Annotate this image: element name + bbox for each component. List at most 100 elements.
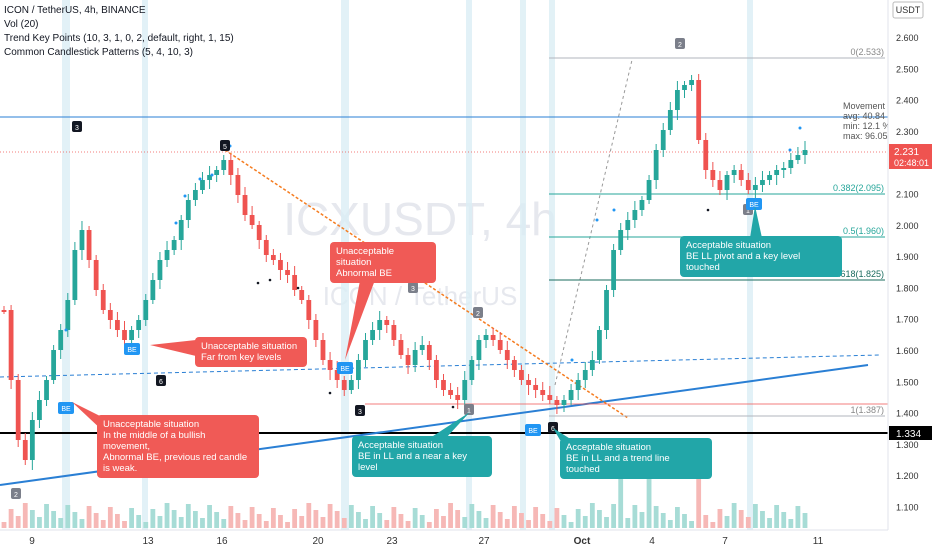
- candle-body: [192, 190, 198, 200]
- candle-body: [270, 255, 276, 260]
- be-marker: [124, 343, 140, 355]
- time-ticks: 9 13 16 20 23 27 Oct 4 7 11: [29, 536, 823, 547]
- volume-bar: [448, 503, 453, 528]
- volume-bar: [462, 517, 468, 528]
- volume-indicator[interactable]: Vol (20): [4, 19, 39, 30]
- candle-body: [356, 360, 361, 380]
- candle-body: [214, 170, 220, 175]
- price-tick-label: 1.300: [896, 440, 919, 450]
- symbol-title[interactable]: ICON / TetherUS, 4h, BINANCE: [4, 5, 146, 16]
- pivot-marker-label: 6: [159, 379, 163, 386]
- be-marker: [337, 362, 353, 374]
- fib-label-1: 1(1.387): [850, 405, 884, 415]
- fib-retracement[interactable]: 0(2.533) 0.382(2.095) 0.5(1.960) 0.618(1…: [549, 47, 885, 417]
- volume-bar: [419, 515, 425, 528]
- volume-bar: [200, 518, 205, 528]
- volume-bar: [660, 513, 666, 528]
- pivot-marker: [408, 282, 418, 293]
- level-price-tag: [889, 426, 932, 440]
- candle-body: [306, 300, 312, 320]
- candlestick-patterns-indicator[interactable]: Common Candlestick Patterns (5, 4, 10, 3…: [4, 47, 193, 58]
- volume-bar: [320, 517, 326, 528]
- candle-body: [554, 400, 560, 405]
- trend-key-points-indicator[interactable]: Trend Key Points (10, 3, 1, 0, 2, defaul…: [4, 33, 234, 44]
- candle-body: [660, 130, 666, 150]
- time-tick-label: 9: [29, 536, 35, 547]
- volume-bar: [703, 515, 709, 528]
- currency-button[interactable]: [892, 1, 924, 19]
- candle-body: [207, 175, 212, 180]
- candle-body: [164, 250, 170, 260]
- candle-body: [667, 110, 673, 130]
- candle-body: [433, 360, 439, 380]
- price-tick-label: 1.500: [896, 377, 919, 387]
- candle-body: [44, 380, 49, 400]
- volume-bar: [242, 520, 248, 528]
- candle-body: [313, 320, 319, 340]
- candlesticks[interactable]: [1, 74, 808, 470]
- candle-body: [263, 240, 269, 255]
- volume-bar: [377, 513, 383, 528]
- pivot-marker-label: 1: [746, 208, 750, 215]
- volume-bar: [86, 506, 92, 528]
- volume-bar: [575, 509, 581, 528]
- volume-bar: [129, 508, 134, 528]
- candle-body: [646, 180, 652, 200]
- volume-bar: [497, 512, 503, 528]
- volume-bar: [433, 509, 439, 528]
- volume-bar: [51, 511, 57, 528]
- candle-body: [79, 230, 85, 250]
- candle-body: [384, 320, 390, 325]
- candle-body: [15, 380, 21, 440]
- price-tick-label: 2.000: [896, 221, 919, 231]
- volume-bar: [285, 522, 290, 528]
- price-axis[interactable]: [888, 0, 932, 530]
- volume-bar: [313, 510, 319, 528]
- volume-bar: [327, 504, 333, 528]
- volume-bar: [689, 521, 694, 528]
- candle-body: [143, 300, 149, 320]
- price-tick-label: 2.600: [896, 33, 919, 43]
- candle-body: [752, 185, 758, 190]
- volume-bar: [646, 479, 652, 528]
- time-tick-label: 7: [722, 536, 728, 547]
- volume-bar: [256, 514, 262, 528]
- volume-bar: [625, 518, 631, 528]
- movement-stats: Movement st avg: 40.84 % min: 12.1 % max…: [843, 101, 898, 141]
- candle-body: [320, 340, 326, 360]
- volume-bar: [745, 517, 751, 528]
- volume-bar: [604, 517, 609, 528]
- pivot-marker-label: 5: [223, 144, 227, 151]
- candle-body: [490, 335, 496, 340]
- candle-body: [93, 260, 99, 290]
- callout-pointers: [72, 206, 762, 440]
- candle-body: [107, 310, 113, 320]
- fib-projection-dash: [554, 59, 633, 386]
- volume-bar: [150, 509, 156, 528]
- volume-bar: [299, 516, 305, 528]
- svg-text:Movement st: Movement st: [843, 101, 895, 111]
- volume-bar: [568, 522, 574, 528]
- time-axis[interactable]: [0, 530, 888, 550]
- candle-body: [200, 180, 205, 190]
- pivot-marker: [11, 488, 21, 499]
- price-tick-label: 2.100: [896, 190, 919, 200]
- candle-body: [363, 340, 368, 360]
- time-tick-label: 4: [649, 536, 655, 547]
- volume-bar: [802, 513, 808, 528]
- price-tick-label: 1.600: [896, 346, 919, 356]
- candle-body: [738, 170, 744, 180]
- volume-bar: [306, 503, 312, 528]
- candle-body: [370, 330, 376, 340]
- candle-body: [675, 90, 680, 110]
- volume-bar: [391, 507, 397, 528]
- volume-bar: [724, 516, 730, 528]
- candle-body: [100, 290, 106, 310]
- candle-body: [398, 340, 404, 355]
- fib-label-0618: 0.618(1.825): [833, 269, 884, 279]
- volume-bar: [582, 516, 588, 528]
- volume-bar: [143, 522, 149, 528]
- volume-bar: [278, 515, 283, 528]
- volume-bar: [384, 520, 390, 528]
